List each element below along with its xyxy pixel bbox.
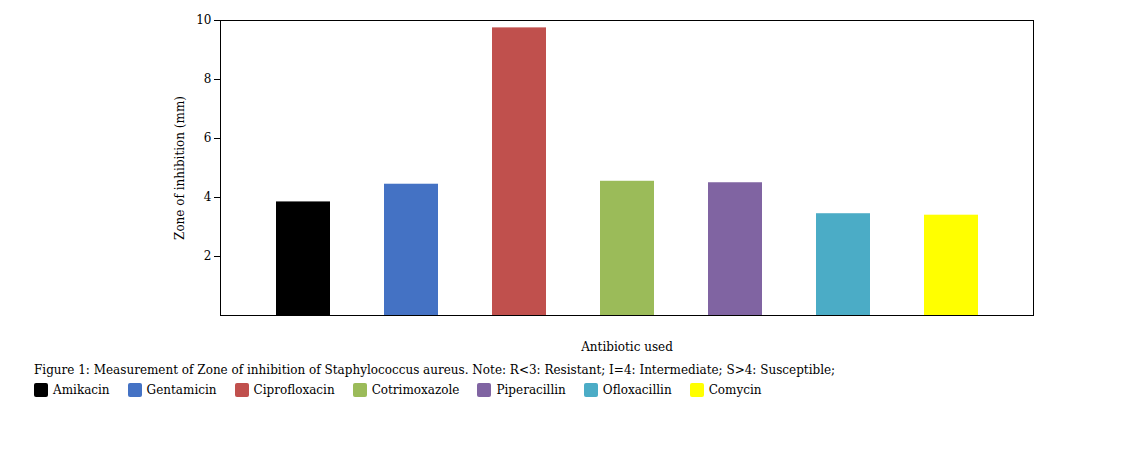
- html-text:Comycin: Comycin: [708, 382, 762, 397]
- svg-text:Zone of inhibition (mm): Zone of inhibition (mm): [173, 96, 187, 240]
- html-text:Gentamicin: Gentamicin: [146, 382, 217, 397]
- svg-text:4: 4: [204, 190, 212, 204]
- svg-text:Antibiotic used: Antibiotic used: [580, 340, 673, 354]
- svg-text:10: 10: [196, 13, 211, 27]
- html-text:Cotrimoxazole: Cotrimoxazole: [371, 382, 460, 397]
- svg-text:8: 8: [204, 72, 212, 86]
- html-text:Figure 1: Measurement of Zone: Figure 1: Measurement of Zone of inhibit…: [34, 363, 836, 377]
- svg-text:6: 6: [204, 131, 212, 145]
- html-text:Piperacillin: Piperacillin: [496, 382, 566, 397]
- html-text:Ofloxacillin: Ofloxacillin: [602, 382, 672, 397]
- html-text:Amikacin: Amikacin: [53, 382, 110, 397]
- svg-text:2: 2: [204, 249, 212, 263]
- html-text:Ciprofloxacin: Ciprofloxacin: [253, 382, 335, 397]
